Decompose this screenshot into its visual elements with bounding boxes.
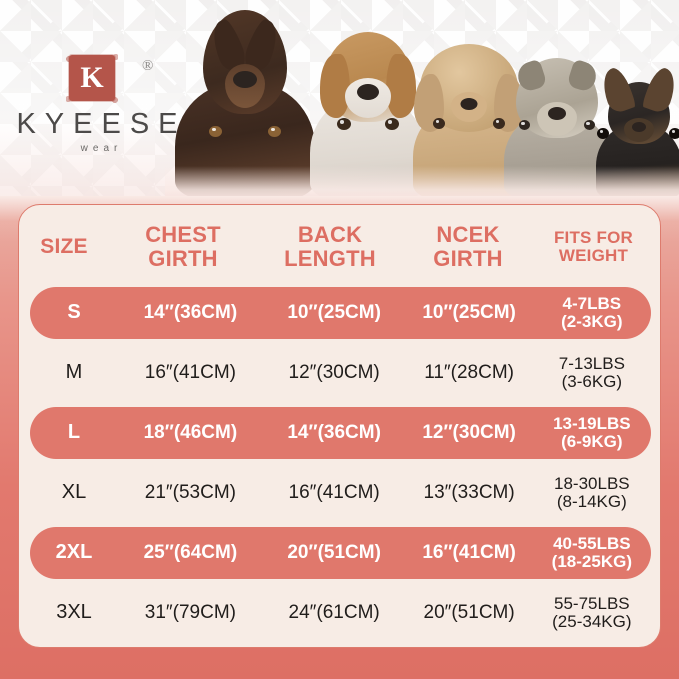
chihuahua-eye-right [669,128,679,139]
cell-weight-lbs: 18-30LBS [554,473,630,493]
cell-fits-for-weight: 4-7LBS (2-3KG) [533,293,651,332]
cell-back-length: 10″(25CM) [287,301,381,323]
cell-chest-girth: 18″(46CM) [143,421,238,443]
table-row: 3XL 31″(79CM) 24″(61CM) 20″(51CM) 55-75L… [30,587,651,639]
beagle-eye-right [385,118,399,130]
schnauzer-eye-left [519,120,530,130]
table-row: 2XL 25″(64CM) 20″(51CM) 16″(41CM) 40-55L… [30,527,651,579]
cell-size: M [65,361,83,384]
cell-weight-kg: (6-9KG) [561,432,623,451]
cell-size: 2XL [55,541,93,564]
column-header-neck-line1: NCEK [436,222,500,248]
cell-fits-for-weight: 55-75LBS (25-34KG) [533,593,651,632]
chihuahua-ear-left [597,64,637,116]
schnauzer-eye-right [584,120,595,130]
hero-banner: K ® KYEESE wear [0,0,679,215]
cell-weight-lbs: 55-75LBS [554,593,630,613]
cell-weight-lbs: 7-13LBS [558,353,625,373]
cell-fits-for-weight: 18-30LBS (8-14KG) [533,473,651,512]
cell-size: 3XL [56,601,92,624]
column-header-size-line1: SIZE [40,234,88,258]
chihuahua-nose [632,122,646,132]
beagle-nose [357,84,379,100]
cell-back-length: 12″(30CM) [288,361,380,383]
beagle-ear-right [386,54,416,118]
dog-photo-bottom-fade [165,166,679,200]
cell-neck-girth: 13″(33CM) [423,481,515,503]
cell-weight-kg: (3-6KG) [561,372,623,391]
schnauzer-nose [548,107,566,120]
chihuahua-eye-left [597,128,609,139]
cell-weight-kg: (2-3KG) [561,312,623,331]
cell-fits-for-weight: 13-19LBS (6-9KG) [533,413,651,452]
column-header-fits-for-weight: FITS FOR WEIGHT [533,227,654,266]
cell-size: S [67,301,81,324]
cell-neck-girth: 12″(30CM) [422,421,516,443]
brand-tagline: wear [80,143,123,154]
cell-back-length: 14″(36CM) [287,421,381,443]
cell-back-length: 16″(41CM) [288,481,380,503]
dog-photo-group [165,0,679,200]
brand-logo: K ® KYEESE wear [14,53,189,160]
table-row: L 18″(46CM) 14″(36CM) 12″(30CM) 13-19LBS… [30,407,651,459]
column-header-back-length: BACK LENGTH [257,223,403,271]
beagle-ear-left [320,54,350,118]
cell-neck-girth: 20″(51CM) [423,601,515,623]
cell-neck-girth: 10″(25CM) [422,301,516,323]
cell-fits-for-weight: 7-13LBS (3-6KG) [533,353,651,392]
cell-weight-lbs: 13-19LBS [553,413,631,433]
cell-weight-kg: (8-14KG) [556,492,627,511]
cell-weight-kg: (18-25KG) [551,552,632,571]
cell-weight-lbs: 40-55LBS [553,533,631,553]
cell-weight-lbs: 4-7LBS [562,293,622,313]
cell-size: XL [61,481,87,504]
column-header-chest-line2: GIRTH [148,246,218,271]
table-row: XL 21″(53CM) 16″(41CM) 13″(33CM) 18-30LB… [30,467,651,519]
cell-neck-girth: 11″(28CM) [424,361,514,383]
beagle-eye-left [337,118,351,130]
cell-weight-kg: (25-34KG) [552,612,632,631]
doberman-nose [233,71,257,88]
table-row: M 16″(41CM) 12″(30CM) 11″(28CM) 7-13LBS … [30,347,651,399]
column-header-weight-line1: FITS FOR [553,227,634,247]
column-header-neck-line2: GIRTH [433,246,503,271]
brand-wordmark: KYEESE [16,108,187,140]
column-header-weight-line2: WEIGHT [558,246,629,265]
chihuahua-ear-right [641,64,679,116]
column-header-chest-girth: CHEST GIRTH [109,223,257,271]
doberman-eye-left [209,126,222,137]
logo-letter-k: K [80,61,104,94]
schnauzer-ear-left [514,58,548,94]
beagle-head [320,32,416,122]
doberman-eye-right [268,126,281,137]
column-header-chest-line1: CHEST [145,222,221,248]
poodle-eye-right [493,118,505,129]
column-header-neck-girth: NCEK GIRTH [403,223,533,271]
column-header-back-line2: LENGTH [284,246,376,271]
table-row: S 14″(36CM) 10″(25CM) 10″(25CM) 4-7LBS (… [30,287,651,339]
column-header-back-line1: BACK [297,222,363,248]
cell-chest-girth: 31″(79CM) [144,601,236,623]
cell-chest-girth: 25″(64CM) [143,541,238,563]
cell-back-length: 20″(51CM) [287,541,381,563]
cell-chest-girth: 14″(36CM) [143,301,238,323]
column-header-size: SIZE [19,234,109,259]
poodle-eye-left [433,118,445,129]
cell-neck-girth: 16″(41CM) [422,541,516,563]
cell-chest-girth: 16″(41CM) [144,361,236,383]
kyeese-logo-mark-icon [66,53,118,103]
cell-chest-girth: 21″(53CM) [144,481,236,503]
table-header-row: SIZE CHEST GIRTH BACK LENGTH NCEK GIRTH … [19,211,660,283]
poodle-nose [460,98,478,110]
cell-size: L [67,421,81,444]
cell-back-length: 24″(61CM) [288,601,380,623]
cell-fits-for-weight: 40-55LBS (18-25KG) [533,533,651,572]
registered-trademark-icon: ® [142,58,154,74]
size-chart-card: SIZE CHEST GIRTH BACK LENGTH NCEK GIRTH … [18,204,661,648]
